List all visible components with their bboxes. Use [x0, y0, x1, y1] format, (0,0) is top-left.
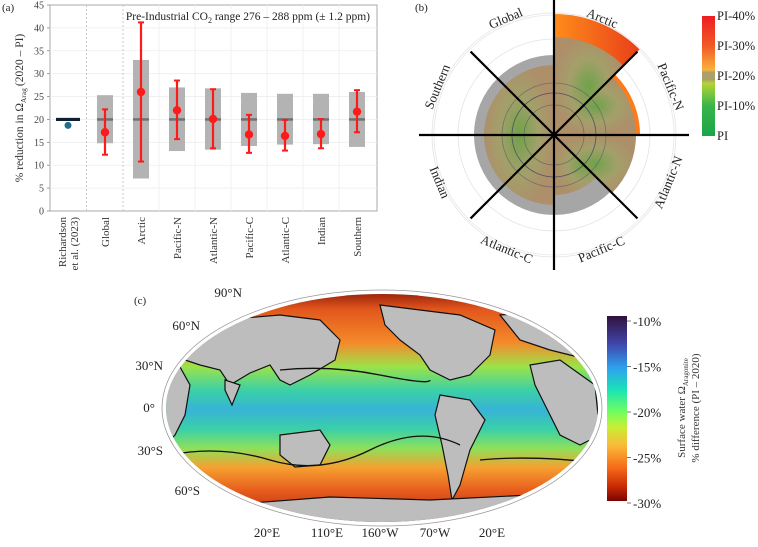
mean-dot: [208, 114, 218, 124]
x-tick-label: et al. (2023): [69, 217, 81, 271]
sector-label: Pacific-C: [576, 233, 627, 266]
longitude-label: 20°E: [479, 525, 505, 540]
x-tick-label: Global: [100, 217, 112, 247]
legend-label: PI-10%: [717, 99, 755, 113]
latitude-label: 30°S: [138, 443, 163, 458]
longitude-label: 110°E: [311, 525, 343, 540]
category-pacific-n: [169, 79, 185, 152]
panel-c-label: (c): [134, 295, 147, 307]
latitude-label: 60°N: [172, 318, 200, 333]
x-tick-label: Pacific-C: [244, 217, 256, 259]
colorbar-tick-label: -25%: [633, 451, 661, 466]
category-indian: [313, 93, 329, 150]
sector-label: Atlantic-C: [479, 232, 535, 267]
mean-dot: [136, 87, 146, 97]
colorbar: [607, 316, 627, 501]
y-tick-label: 35: [34, 46, 44, 57]
legend-labels: PI-40% PI-30% PI-20% PI-10% PI: [717, 9, 755, 143]
longitude-label: 70°W: [420, 525, 451, 540]
longitude-labels: 20°E 110°E 160°W 70°W 20°E: [254, 525, 505, 540]
category-arctic: [133, 21, 149, 179]
category-atlantic-c: [277, 93, 293, 152]
sector-divider-lines: [419, 0, 689, 270]
latitude-labels: 90°N 60°N 30°N 0° 30°S 60°S: [135, 285, 242, 498]
colorbar-title: Surface water ΩAragonite: [676, 358, 690, 458]
colorbar-tick-label: -20%: [633, 405, 661, 420]
y-tick-label: 40: [34, 23, 44, 34]
category-richardson-et-al-2023-: [56, 117, 80, 129]
pacific-n-mid: [554, 77, 636, 135]
sector-label: Southern: [421, 62, 453, 112]
panel-a-bar-chart: (a) 0 5 10 15 20 25 30 35 40 45 Richardson et al. …: [0, 0, 380, 280]
y-tick-label: 10: [34, 161, 44, 172]
y-axis: 0 5 10 15 20 25 30 35 40 45: [34, 1, 50, 218]
mean-dot: [280, 131, 290, 141]
category-southern: [349, 89, 365, 147]
x-tick-label: Southern: [352, 217, 364, 257]
x-tick-label: Arctic: [136, 217, 148, 245]
panel-c-svg: 90°N 60°N 30°N 0° 30°S 60°S 20°E 110°E 160°W 70°…: [135, 285, 702, 540]
colorbar-ticks: -10% -15% -20% -25% -30%: [627, 314, 661, 511]
latitude-label: 30°N: [135, 358, 163, 373]
latitude-label: 60°S: [175, 483, 200, 498]
panel-b-polar-chart: (b): [380, 0, 758, 280]
x-tick-label: Atlantic-C: [280, 217, 292, 263]
longitude-label: 20°E: [254, 525, 280, 540]
x-tick-label: Richardson: [57, 217, 69, 268]
legend-colorbar: [702, 16, 715, 136]
mean-dot: [172, 106, 182, 115]
sector-label: Atlantic-N: [651, 153, 686, 211]
latitude-label: 0°: [143, 400, 155, 415]
y-axis-title: % reduction in ΩArag(2020 – PI): [14, 34, 28, 183]
y-tick-label: 25: [34, 92, 44, 103]
mean-dot: [100, 128, 110, 137]
colorbar-tick-label: -15%: [633, 360, 661, 375]
colorbar-tick-label: -30%: [633, 496, 661, 511]
longitude-label: 160°W: [362, 525, 400, 540]
mean-dot: [316, 129, 326, 139]
atlantic-n-mid: [554, 135, 636, 193]
y-tick-label: 0: [39, 207, 44, 218]
y-tick-label: 20: [34, 115, 44, 126]
land-india: [224, 379, 241, 407]
category-pacific-c: [241, 92, 257, 154]
land-south-america: [434, 394, 486, 502]
annotation: Pre-Industrial CO2 range 276 – 288 ppm (…: [126, 11, 370, 25]
land-africa-east: [529, 359, 598, 446]
data-series: [56, 21, 365, 179]
sector-label: Indian: [427, 164, 454, 201]
mean-dot: [244, 130, 254, 139]
y-tick-label: 5: [39, 184, 44, 195]
x-tick-label: Indian: [316, 217, 328, 246]
panel-c-map: (c): [130, 285, 758, 542]
x-tick-label: Atlantic-N: [208, 217, 220, 264]
land-north-america: [379, 304, 496, 381]
sector-label: Global: [486, 4, 525, 32]
y-tick-label: 45: [34, 1, 44, 12]
category-global: [97, 95, 113, 156]
category-atlantic-n: [205, 88, 221, 150]
colorbar-tick-label: -10%: [633, 314, 661, 329]
colorbar-title-line2: % difference (PI – 2020): [690, 353, 702, 462]
y-tick-label: 30: [34, 69, 44, 80]
legend-label: PI: [717, 129, 728, 143]
latitude-label: 90°N: [214, 285, 242, 300]
legend-label: PI-20%: [717, 69, 755, 83]
y-tick-label: 15: [34, 138, 44, 149]
sector-label: Pacific-N: [654, 61, 687, 113]
x-tick-label: Pacific-N: [172, 217, 184, 259]
polar-sectors: [474, 14, 640, 215]
mean-dot: [64, 121, 72, 129]
panel-a-svg: 0 5 10 15 20 25 30 35 40 45 Richardson et al. (202…: [14, 1, 378, 271]
legend-label: PI-30%: [717, 39, 755, 53]
panel-b-svg: ArcticPacific-NAtlantic-NPacific-CAtlant…: [419, 0, 755, 270]
x-axis-labels: Richardson et al. (2023) Global Arctic Pacif…: [57, 217, 364, 271]
panel-a-label: (a): [2, 2, 15, 14]
legend-label: PI-40%: [717, 9, 755, 23]
mean-dot: [352, 107, 362, 116]
panel-b-label: (b): [415, 2, 428, 14]
